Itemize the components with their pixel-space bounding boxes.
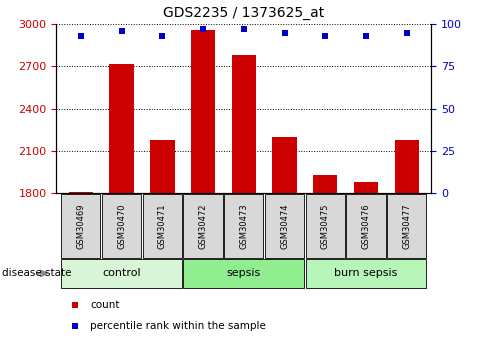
Point bbox=[240, 27, 247, 32]
Text: GSM30473: GSM30473 bbox=[239, 203, 248, 249]
Text: burn sepsis: burn sepsis bbox=[334, 268, 398, 278]
FancyBboxPatch shape bbox=[183, 194, 222, 258]
FancyBboxPatch shape bbox=[224, 194, 263, 258]
FancyBboxPatch shape bbox=[61, 259, 182, 288]
Point bbox=[77, 33, 85, 39]
Text: control: control bbox=[102, 268, 141, 278]
Point bbox=[199, 27, 207, 32]
Bar bbox=[232, 55, 256, 193]
Text: GSM30469: GSM30469 bbox=[76, 203, 85, 249]
FancyBboxPatch shape bbox=[102, 194, 141, 258]
Text: GSM30476: GSM30476 bbox=[362, 203, 370, 249]
Text: GSM30475: GSM30475 bbox=[321, 203, 330, 249]
Point bbox=[403, 30, 411, 36]
Text: GSM30477: GSM30477 bbox=[402, 203, 411, 249]
Text: disease state: disease state bbox=[2, 268, 72, 278]
Text: GSM30472: GSM30472 bbox=[198, 203, 208, 249]
FancyBboxPatch shape bbox=[183, 259, 304, 288]
Bar bbox=[272, 137, 297, 193]
Point bbox=[362, 33, 370, 39]
Point bbox=[71, 302, 79, 308]
FancyBboxPatch shape bbox=[346, 194, 386, 258]
Point bbox=[321, 33, 329, 39]
Bar bbox=[191, 30, 215, 193]
FancyBboxPatch shape bbox=[387, 194, 426, 258]
Text: GSM30471: GSM30471 bbox=[158, 203, 167, 249]
Text: GSM30474: GSM30474 bbox=[280, 203, 289, 249]
Text: count: count bbox=[90, 300, 120, 310]
Text: GSM30470: GSM30470 bbox=[117, 203, 126, 249]
Text: sepsis: sepsis bbox=[227, 268, 261, 278]
Text: percentile rank within the sample: percentile rank within the sample bbox=[90, 321, 266, 331]
Bar bbox=[313, 175, 338, 193]
Point bbox=[158, 33, 166, 39]
Title: GDS2235 / 1373625_at: GDS2235 / 1373625_at bbox=[163, 6, 324, 20]
Point bbox=[71, 323, 79, 328]
Bar bbox=[354, 182, 378, 193]
Bar bbox=[109, 63, 134, 193]
FancyBboxPatch shape bbox=[306, 194, 345, 258]
FancyBboxPatch shape bbox=[61, 194, 100, 258]
FancyBboxPatch shape bbox=[265, 194, 304, 258]
Bar bbox=[150, 140, 174, 193]
Bar bbox=[394, 140, 419, 193]
Point bbox=[281, 30, 289, 36]
FancyBboxPatch shape bbox=[143, 194, 182, 258]
Point bbox=[118, 28, 125, 34]
Bar bbox=[69, 192, 93, 193]
FancyBboxPatch shape bbox=[306, 259, 426, 288]
